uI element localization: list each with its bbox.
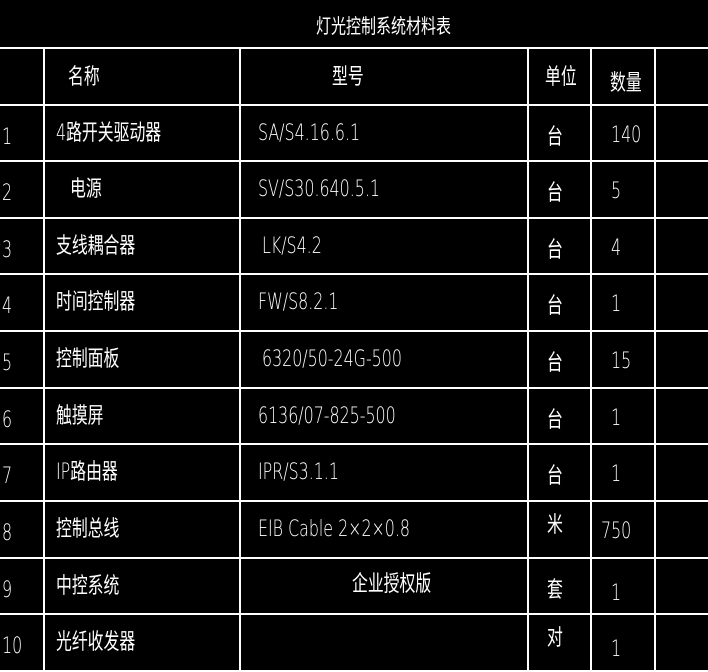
item-model: 企业授权版 [352, 572, 432, 597]
item-model: 6320/50-24G-500 [262, 347, 402, 372]
item-quantity: 140 [611, 123, 642, 148]
row-number: 10 [2, 634, 23, 659]
table-row-line [0, 330, 708, 332]
item-quantity: 1 [611, 462, 622, 487]
row-number: 1 [2, 125, 13, 150]
item-unit: 套 [547, 578, 563, 603]
table-row-line [0, 500, 708, 502]
row-number: 8 [2, 521, 13, 546]
row-number: 5 [2, 351, 13, 376]
item-model: IPR/S3.1.1 [258, 460, 339, 485]
item-name: 控制面板 [56, 347, 120, 372]
item-quantity: 1 [611, 637, 622, 662]
item-name: 中控系统 [56, 574, 120, 599]
item-unit: 米 [547, 513, 563, 538]
item-name: 电源 [70, 177, 102, 202]
table-column-line [654, 47, 656, 672]
table-row-line [0, 160, 708, 162]
item-quantity: 15 [611, 349, 632, 374]
item-name: 支线耦合器 [56, 234, 136, 259]
table-row-line [0, 670, 708, 672]
item-model: EIB Cable 2×2×0.8 [258, 517, 410, 542]
row-number: 4 [2, 294, 13, 319]
item-quantity: 5 [611, 179, 622, 204]
item-name: IP路由器 [56, 460, 118, 485]
item-quantity: 1 [611, 292, 622, 317]
item-unit: 台 [547, 125, 563, 150]
header-name: 名称 [68, 65, 100, 90]
item-unit: 台 [547, 238, 563, 263]
row-number: 9 [2, 578, 13, 603]
table-row-line [0, 217, 708, 219]
header-quantity: 数量 [610, 71, 642, 96]
row-number: 7 [2, 464, 13, 489]
item-unit: 台 [547, 351, 563, 376]
table-row-line [0, 387, 708, 389]
item-quantity: 1 [611, 406, 622, 431]
table-column-line [239, 47, 241, 672]
item-unit: 台 [547, 181, 563, 206]
item-name: 控制总线 [56, 517, 120, 542]
table-row-line [0, 443, 708, 445]
table-column-line [590, 47, 592, 672]
item-model: FW/S8.2.1 [258, 290, 339, 315]
item-unit: 台 [547, 464, 563, 489]
row-number: 2 [2, 181, 13, 206]
row-number: 3 [2, 238, 13, 263]
table-row-line [0, 104, 708, 106]
item-model: SV/S30.640.5.1 [258, 177, 380, 202]
table-row-line [0, 273, 708, 275]
row-number: 6 [2, 408, 13, 433]
table-column-line [527, 47, 529, 672]
item-quantity: 4 [611, 236, 622, 261]
header-unit: 单位 [545, 65, 577, 90]
item-unit: 对 [547, 626, 563, 651]
header-model: 型号 [332, 65, 364, 90]
table-row-line [0, 613, 708, 615]
item-model: SA/S4.16.6.1 [258, 121, 361, 146]
table-row-line [0, 557, 708, 559]
item-quantity: 750 [601, 519, 632, 544]
item-unit: 台 [547, 294, 563, 319]
item-model: 6136/07-825-500 [258, 404, 396, 429]
item-quantity: 1 [611, 581, 622, 606]
item-unit: 台 [547, 408, 563, 433]
table-column-line [43, 47, 45, 672]
table-row-line [0, 47, 708, 49]
item-name: 4路开关驱动器 [56, 121, 162, 146]
item-name: 时间控制器 [56, 290, 136, 315]
item-name: 光纤收发器 [56, 630, 136, 655]
item-model: LK/S4.2 [262, 234, 322, 259]
material-table-title: 灯光控制系统材料表 [316, 14, 451, 38]
item-name: 触摸屏 [56, 404, 104, 429]
